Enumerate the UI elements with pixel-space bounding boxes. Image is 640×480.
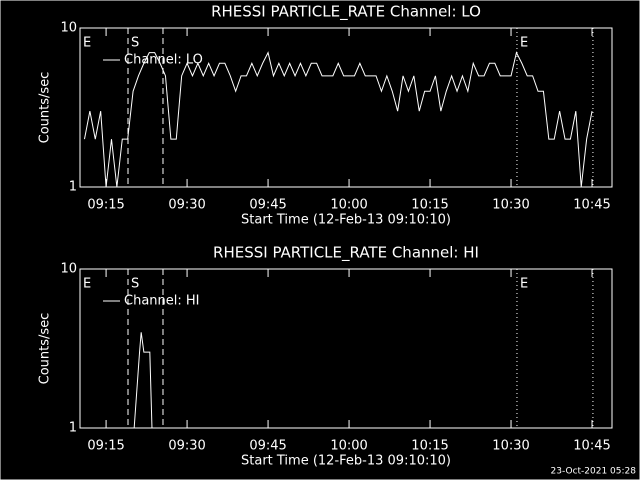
y-axis-label: Counts/sec (38, 313, 53, 385)
y-tick-label: 1 (69, 180, 77, 195)
x-axis-label: Start Time (12-Feb-13 09:10:10) (241, 454, 451, 469)
annotation: S (131, 277, 139, 292)
legend-label: Channel: LO (124, 53, 203, 68)
x-tick-label: 10:15 (411, 439, 448, 454)
annotation: E (83, 36, 91, 51)
plot-frame (79, 268, 613, 429)
y-tick-label: 10 (60, 21, 77, 36)
data-line (83, 51, 593, 188)
chart-title: RHESSI PARTICLE_RATE Channel: LO (211, 3, 481, 22)
y-axis-label: Counts/sec (38, 72, 53, 144)
x-tick-label: 10:00 (330, 198, 367, 213)
annotation: E (520, 277, 528, 292)
x-tick-label: 10:30 (492, 198, 529, 213)
x-tick-label: 09:30 (168, 439, 205, 454)
x-tick-label: 09:30 (168, 198, 205, 213)
x-tick-label: 09:45 (249, 439, 286, 454)
chart-title: RHESSI PARTICLE_RATE Channel: HI (213, 244, 479, 263)
legend-label: Channel: HI (124, 294, 200, 309)
x-tick-label: 09:45 (249, 198, 286, 213)
x-tick-label: 10:45 (573, 198, 610, 213)
plot-frame (79, 27, 613, 188)
x-axis-label: Start Time (12-Feb-13 09:10:10) (241, 213, 451, 228)
x-tick-label: 10:30 (492, 439, 529, 454)
annotation: S (131, 36, 139, 51)
y-tick-label: 1 (69, 421, 77, 436)
footer-timestamp: 23-Oct-2021 05:28 (551, 467, 637, 477)
x-tick-label: 09:15 (87, 198, 124, 213)
x-tick-label: 10:00 (330, 439, 367, 454)
y-tick-label: 10 (60, 262, 77, 277)
data-line (133, 332, 153, 429)
x-tick-label: 10:45 (573, 439, 610, 454)
annotation: E (83, 277, 91, 292)
x-tick-label: 09:15 (87, 439, 124, 454)
x-tick-label: 10:15 (411, 198, 448, 213)
annotation: E (520, 36, 528, 51)
